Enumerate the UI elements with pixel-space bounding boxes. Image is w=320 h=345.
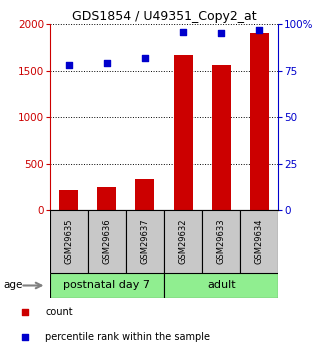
Text: GSM29633: GSM29633 [217, 219, 226, 264]
Point [22, 309, 27, 315]
Point [104, 60, 109, 66]
Bar [240, 210, 278, 273]
Text: adult: adult [207, 280, 236, 290]
Bar [126, 210, 164, 273]
Text: age: age [3, 280, 23, 290]
Bar [202, 210, 240, 273]
Bar [212, 65, 231, 210]
Point [219, 31, 224, 36]
Bar [88, 210, 126, 273]
Text: GSM29632: GSM29632 [179, 219, 188, 264]
Bar [59, 190, 78, 210]
Text: percentile rank within the sample: percentile rank within the sample [45, 332, 210, 342]
Text: count: count [45, 307, 73, 317]
Bar [50, 273, 164, 298]
Point [180, 29, 186, 34]
Point [66, 62, 71, 68]
Point [142, 55, 148, 60]
Text: GSM29637: GSM29637 [140, 219, 149, 264]
Bar [250, 33, 269, 210]
Text: postnatal day 7: postnatal day 7 [63, 280, 150, 290]
Title: GDS1854 / U49351_Copy2_at: GDS1854 / U49351_Copy2_at [72, 10, 256, 23]
Point [22, 334, 27, 339]
Bar [173, 55, 193, 210]
Text: GSM29636: GSM29636 [102, 219, 111, 264]
Bar [97, 187, 116, 210]
Bar [164, 273, 278, 298]
Bar [135, 179, 155, 210]
Bar [164, 210, 202, 273]
Point [257, 27, 262, 32]
Text: GSM29635: GSM29635 [64, 219, 73, 264]
Bar [50, 210, 88, 273]
Text: GSM29634: GSM29634 [255, 219, 264, 264]
